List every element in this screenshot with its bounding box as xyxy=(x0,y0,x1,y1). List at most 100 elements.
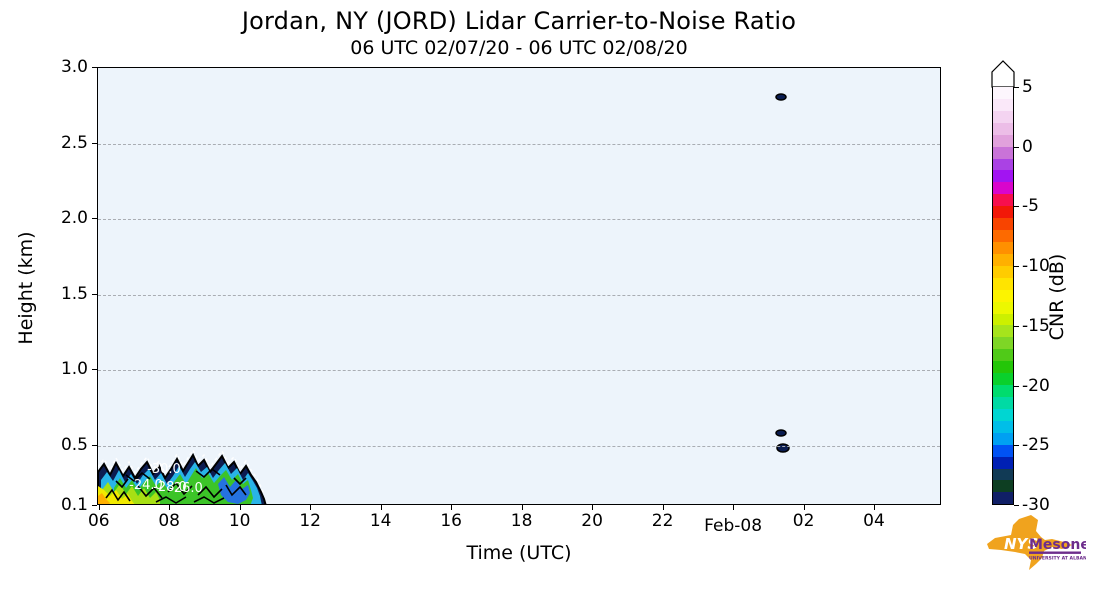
x-tick-label: 14 xyxy=(369,511,392,531)
x-tick-mark xyxy=(451,505,453,510)
colorbar-band xyxy=(993,456,1013,469)
contour-line xyxy=(155,496,187,504)
gridline-2.5km xyxy=(98,143,940,145)
plot-data-layer: -30.0-24.0-28.0-26.0 xyxy=(98,93,790,504)
contour-line xyxy=(195,467,221,479)
gridline-1km xyxy=(98,370,940,372)
y-tick-mark xyxy=(92,444,97,446)
colorbar-band xyxy=(993,110,1013,123)
colorbar-band xyxy=(993,373,1013,386)
colorbar-tick-label: -25 xyxy=(1022,435,1050,456)
y-tick-label: 3.0 xyxy=(60,57,88,77)
x-tick-label: 02 xyxy=(792,511,815,531)
x-tick-mark xyxy=(310,505,312,510)
x-tick-mark xyxy=(380,505,382,510)
colorbar-band xyxy=(993,98,1013,111)
colorbar-band xyxy=(993,337,1013,350)
colorbar-band xyxy=(993,158,1013,171)
y-tick-mark xyxy=(92,218,97,219)
colorbar-band xyxy=(993,480,1013,493)
ny-state-icon xyxy=(987,515,1072,570)
x-tick-mark xyxy=(592,505,594,510)
cloud-top-contour xyxy=(98,448,265,495)
y-tick-label: 2.0 xyxy=(60,208,88,228)
y-tick-label: 1.0 xyxy=(60,359,88,380)
colorbar-band xyxy=(993,349,1013,362)
x-tick-label: 18 xyxy=(510,511,533,531)
contour-line xyxy=(125,471,151,483)
colorbar-band xyxy=(993,241,1013,254)
colorbar-tick-label: -10 xyxy=(1022,256,1050,277)
colorbar-tick-label: 5 xyxy=(1022,77,1033,97)
nys-mesonet-logo: NYS Mesonet UNIVERSITY AT ALBANY xyxy=(987,515,1086,570)
y-tick-label: 0.5 xyxy=(60,434,88,455)
data-point xyxy=(775,429,787,437)
y-tick-label: 1.5 xyxy=(60,283,88,304)
colorbar-band xyxy=(993,134,1013,147)
colorbar xyxy=(992,87,1014,505)
gridline-0.5km xyxy=(98,445,940,447)
contour-label: -24.0 xyxy=(129,478,163,493)
colorbar-band xyxy=(993,182,1013,195)
colorbar-tick-mark xyxy=(1014,325,1019,327)
plot-area: -30.0 -24.0 -28.0 -26.0 xyxy=(97,67,941,505)
x-tick-mark xyxy=(239,505,241,510)
colorbar-tick-mark xyxy=(1014,505,1019,506)
cloud-blob-layer xyxy=(218,477,250,504)
colorbar-band xyxy=(993,206,1013,219)
colorbar-tick-mark xyxy=(1014,146,1019,148)
colorbar-label: CNR (dB) xyxy=(1046,253,1068,341)
contour-line xyxy=(197,485,223,499)
contour-line xyxy=(167,481,193,496)
x-tick-mark xyxy=(521,505,523,510)
x-tick-label: 20 xyxy=(581,511,603,531)
colorbar-tick-mark xyxy=(1014,266,1019,268)
colorbar-band xyxy=(993,218,1013,231)
x-tick-label: 10 xyxy=(228,511,251,531)
contour-label: -30.0 xyxy=(147,462,181,477)
contour-line xyxy=(225,484,247,497)
gridline-1.5km xyxy=(98,294,940,296)
y-tick-label: 2.5 xyxy=(60,132,88,153)
colorbar-tick-label: 0 xyxy=(1022,136,1033,157)
y-tick-mark xyxy=(92,142,97,144)
colorbar-band xyxy=(993,87,1013,99)
page-title: Jordan, NY (JORD) Lidar Carrier-to-Noise… xyxy=(241,7,797,35)
contour-line xyxy=(233,477,247,486)
colorbar-band xyxy=(993,325,1013,338)
colorbar-band xyxy=(993,313,1013,326)
colorbar-tick-label: -5 xyxy=(1022,196,1039,217)
colorbar-band xyxy=(993,230,1013,242)
colorbar-band xyxy=(993,468,1013,481)
page-subtitle: 06 UTC 02/07/20 - 06 UTC 02/08/20 xyxy=(350,37,688,59)
colorbar-tick-mark xyxy=(1014,206,1019,208)
logo-university-text: UNIVERSITY AT ALBANY xyxy=(1029,556,1086,562)
contour-line xyxy=(115,478,129,489)
colorbar-band xyxy=(993,492,1013,505)
x-tick-label: 12 xyxy=(299,511,321,531)
data-point xyxy=(775,93,787,101)
colorbar-band xyxy=(993,301,1013,314)
y-tick-mark xyxy=(92,369,97,371)
colorbar-band xyxy=(993,289,1013,302)
y-tick-mark xyxy=(92,67,97,68)
colorbar-band xyxy=(993,146,1013,159)
x-tick-mark xyxy=(874,505,875,510)
colorbar-band xyxy=(993,432,1013,445)
gridline-2km xyxy=(98,219,940,220)
colorbar-tick-label: -30 xyxy=(1022,495,1050,515)
colorbar-band xyxy=(993,396,1013,409)
x-tick-mark xyxy=(733,505,735,510)
x-tick-mark xyxy=(662,505,664,510)
cloud-blob-layer xyxy=(114,468,253,504)
colorbar-band xyxy=(993,277,1013,290)
x-tick-label: 08 xyxy=(158,511,180,531)
colorbar-tick-mark xyxy=(1014,385,1019,387)
y-tick-mark xyxy=(92,293,97,295)
colorbar-band xyxy=(993,385,1013,397)
colorbar-tick-label: -15 xyxy=(1022,315,1050,336)
cloud-blob-layer xyxy=(98,486,135,504)
x-tick-mark xyxy=(803,505,805,510)
colorbar-tick-label: -20 xyxy=(1022,375,1050,396)
cloud-blob-layer xyxy=(98,493,110,504)
